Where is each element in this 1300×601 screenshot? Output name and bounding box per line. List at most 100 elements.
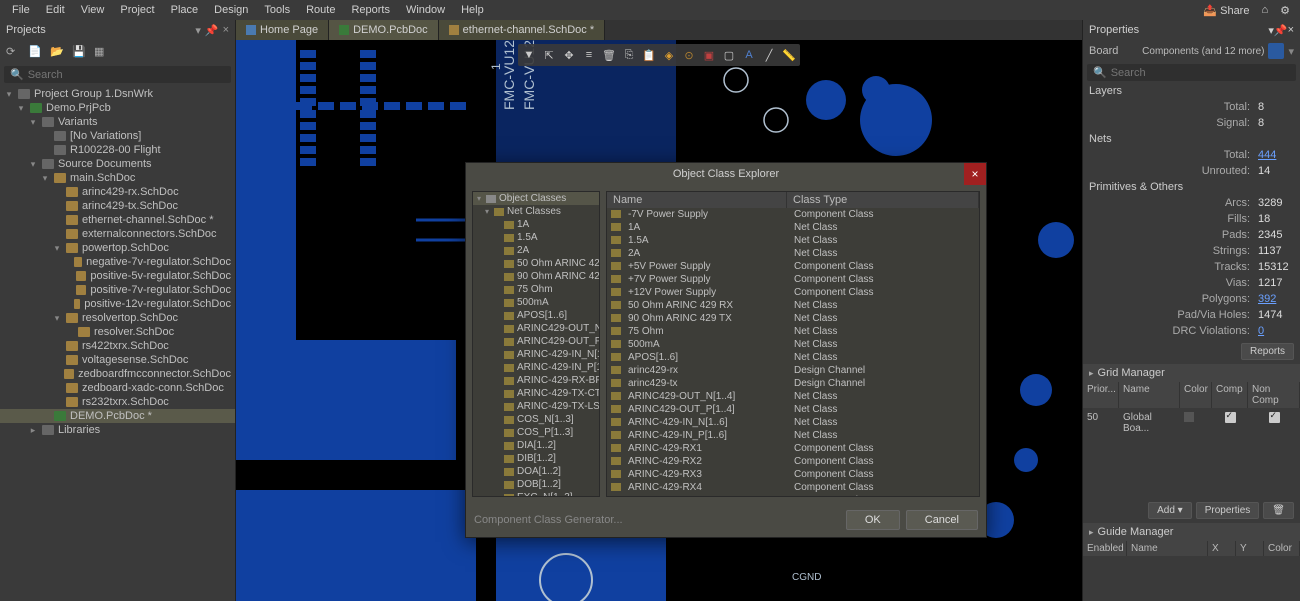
filter-icon[interactable]: ▼ [520,46,538,64]
select-icon[interactable]: ⇱ [540,46,558,64]
dialog-title-bar[interactable]: Object Class Explorer × [466,163,986,185]
menu-view[interactable]: View [73,2,113,18]
gear-icon[interactable]: ⚙ [1274,2,1296,19]
paste-icon[interactable]: 📋 [640,46,658,64]
list-row[interactable]: +12V Power SupplyComponent Class [607,286,979,299]
close-icon[interactable]: × [964,163,986,185]
tree-item[interactable]: 50 Ohm ARINC 429 [473,257,599,270]
tree-node[interactable]: ▾main.SchDoc [0,171,235,185]
tree-item[interactable]: APOS[1..6] [473,309,599,322]
document-tab[interactable]: ethernet-channel.SchDoc * [439,20,605,40]
list-row[interactable]: 50 Ohm ARINC 429 RXNet Class [607,299,979,312]
tree-node[interactable]: DEMO.PcbDoc * [0,409,235,423]
tree-item[interactable]: DIB[1..2] [473,452,599,465]
tree-node[interactable]: ▸Libraries [0,423,235,437]
line-icon[interactable]: ╱ [760,46,778,64]
tree-node[interactable]: zedboard-xadc-conn.SchDoc [0,381,235,395]
copy-icon[interactable]: ⎘ [620,46,638,64]
tree-item[interactable]: 2A [473,244,599,257]
projects-search-input[interactable] [28,69,225,81]
list-row[interactable]: 2ANet Class [607,247,979,260]
tree-node[interactable]: zedboardfmcconnector.SchDoc [0,367,235,381]
list-row[interactable]: 1.5ANet Class [607,234,979,247]
tree-item[interactable]: 500mA [473,296,599,309]
delete-icon[interactable]: 🗑 [600,46,618,64]
list-row[interactable]: ARINC-429-RX2Component Class [607,455,979,468]
move-icon[interactable]: ✥ [560,46,578,64]
tree-node[interactable]: arinc429-tx.SchDoc [0,199,235,213]
list-row[interactable]: ARINC429-OUT_N[1..4]Net Class [607,390,979,403]
tree-node[interactable]: negative-7v-regulator.SchDoc [0,255,235,269]
project-tree[interactable]: ▾Project Group 1.DsnWrk▾Demo.PrjPcb▾Vari… [0,85,235,601]
delete-button[interactable]: 🗑 [1263,502,1294,519]
tree-node[interactable]: ▾Variants [0,115,235,129]
panel-close-icon[interactable]: × [1288,24,1294,36]
menu-help[interactable]: Help [453,2,492,18]
tree-item[interactable]: DIA[1..2] [473,439,599,452]
properties-search-input[interactable] [1111,67,1290,79]
tree-item[interactable]: DOA[1..2] [473,465,599,478]
polygon-icon[interactable]: ▢ [720,46,738,64]
document-tab[interactable]: Home Page [236,20,329,40]
add-button[interactable]: Add ▾ [1148,502,1192,519]
share-button[interactable]: 📤 Share [1197,2,1255,19]
tree-node[interactable]: rs422txrx.SchDoc [0,339,235,353]
tree-item[interactable]: 1A [473,218,599,231]
menu-tools[interactable]: Tools [256,2,298,18]
menu-route[interactable]: Route [298,2,343,18]
list-row[interactable]: ARINC-429-RX4Component Class [607,481,979,494]
filter-dropdown-icon[interactable]: ▾ [1288,45,1294,58]
grid-manager-header[interactable]: Grid Manager [1083,364,1300,382]
text-icon[interactable]: A [740,46,758,64]
tree-root[interactable]: ▾ Object Classes [473,192,599,205]
tree-node[interactable]: ▾powertop.SchDoc [0,241,235,255]
menu-design[interactable]: Design [206,2,256,18]
dialog-tree[interactable]: ▾ Object Classes ▾ Net Classes 1A1.5A2A5… [472,191,600,497]
tree-node[interactable]: positive-7v-regulator.SchDoc [0,283,235,297]
tree-item[interactable]: COS_P[1..3] [473,426,599,439]
menu-place[interactable]: Place [163,2,207,18]
menu-project[interactable]: Project [112,2,162,18]
tree-item[interactable]: 90 Ohm ARINC 429 [473,270,599,283]
list-row[interactable]: -7V Power SupplyComponent Class [607,208,979,221]
tree-node[interactable]: ▾Demo.PrjPcb [0,101,235,115]
menu-reports[interactable]: Reports [343,2,398,18]
tree-node[interactable]: externalconnectors.SchDoc [0,227,235,241]
filter-button[interactable] [1268,43,1284,59]
list-row[interactable]: +5V Power SupplyComponent Class [607,260,979,273]
tree-node[interactable]: arinc429-rx.SchDoc [0,185,235,199]
home-icon[interactable]: ⌂ [1255,2,1274,18]
cancel-button[interactable]: Cancel [906,510,978,530]
list-row[interactable]: arinc429-txDesign Channel [607,377,979,390]
tree-node[interactable]: positive-12v-regulator.SchDoc [0,297,235,311]
save-icon[interactable]: 💾 [72,45,86,59]
tree-item[interactable]: ARINC429-OUT_N[1.. [473,322,599,335]
grid-table-row[interactable]: 50 Global Boa... [1083,408,1300,438]
list-row[interactable]: +7V Power SupplyComponent Class [607,273,979,286]
guide-manager-header[interactable]: Guide Manager [1083,523,1300,541]
list-row[interactable]: ARINC429-OUT_P[1..4]Net Class [607,403,979,416]
tree-category[interactable]: ▾ Net Classes [473,205,599,218]
tree-node[interactable]: ▾Source Documents [0,157,235,171]
tree-node[interactable]: R100228-00 Flight [0,143,235,157]
comp-checkbox[interactable] [1225,412,1236,423]
tree-node[interactable]: voltagesense.SchDoc [0,353,235,367]
panel-close-icon[interactable]: × [223,24,229,36]
open-icon[interactable]: 📂 [50,45,64,59]
list-row[interactable]: ARINC-429-RX3Component Class [607,468,979,481]
tree-item[interactable]: EXC_N[1..3] [473,491,599,497]
tree-item[interactable]: 75 Ohm [473,283,599,296]
tree-item[interactable]: ARINC-429-TX-CTRL [473,387,599,400]
tree-item[interactable]: ARINC-429-IN_P[1..6 [473,361,599,374]
menu-edit[interactable]: Edit [38,2,73,18]
panel-dropdown-icon[interactable]: ▾ [195,24,201,37]
list-row[interactable]: APOS[1..6]Net Class [607,351,979,364]
fill-icon[interactable]: ▣ [700,46,718,64]
refresh-icon[interactable]: ⟳ [6,45,20,59]
reports-button[interactable]: Reports [1241,343,1294,360]
tree-node[interactable]: ▾resolvertop.SchDoc [0,311,235,325]
component-class-generator-link[interactable]: Component Class Generator... [474,514,623,526]
tree-item[interactable]: ARINC-429-TX-LSPD [473,400,599,413]
align-icon[interactable]: ≡ [580,46,598,64]
tree-node[interactable]: positive-5v-regulator.SchDoc [0,269,235,283]
